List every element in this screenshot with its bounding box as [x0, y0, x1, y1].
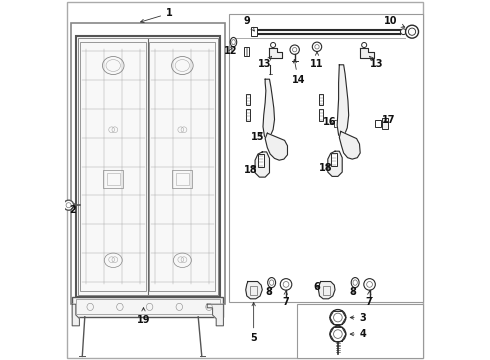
- Circle shape: [64, 200, 74, 210]
- Ellipse shape: [268, 278, 275, 288]
- Bar: [245, 47, 248, 56]
- Bar: [107, 173, 120, 185]
- Circle shape: [364, 279, 375, 290]
- Text: 13: 13: [258, 56, 271, 69]
- Text: 2: 2: [70, 204, 76, 215]
- Text: 7: 7: [366, 291, 372, 307]
- Text: 8: 8: [349, 287, 356, 297]
- Bar: [323, 286, 330, 295]
- Bar: [319, 109, 323, 121]
- Ellipse shape: [351, 278, 359, 288]
- Polygon shape: [269, 48, 282, 58]
- Polygon shape: [207, 304, 223, 326]
- Circle shape: [312, 42, 321, 51]
- Bar: [251, 27, 257, 36]
- Text: 16: 16: [322, 117, 336, 127]
- Polygon shape: [360, 48, 374, 58]
- Text: 4: 4: [350, 329, 367, 339]
- Bar: [245, 109, 250, 121]
- Circle shape: [270, 42, 275, 48]
- Circle shape: [330, 326, 346, 342]
- Bar: [176, 173, 189, 185]
- Polygon shape: [263, 79, 274, 140]
- Bar: [172, 170, 193, 188]
- Bar: [76, 299, 220, 314]
- Text: 11: 11: [310, 52, 324, 69]
- Text: 1: 1: [141, 8, 173, 23]
- Polygon shape: [339, 131, 360, 159]
- Polygon shape: [328, 151, 342, 176]
- Polygon shape: [318, 282, 335, 299]
- Circle shape: [280, 279, 292, 290]
- Bar: [297, 304, 423, 358]
- Text: 5: 5: [250, 302, 257, 343]
- Text: 17: 17: [382, 114, 395, 125]
- Bar: [103, 170, 123, 188]
- Ellipse shape: [230, 37, 237, 47]
- Polygon shape: [255, 152, 270, 177]
- Circle shape: [362, 42, 367, 48]
- Polygon shape: [337, 65, 349, 139]
- Bar: [245, 94, 250, 105]
- Bar: [331, 153, 337, 166]
- Polygon shape: [72, 304, 79, 326]
- Text: 3: 3: [350, 312, 367, 323]
- Text: 13: 13: [369, 56, 383, 69]
- Bar: [250, 286, 257, 295]
- Bar: [72, 297, 223, 317]
- Text: 6: 6: [313, 282, 319, 292]
- Text: 10: 10: [384, 15, 405, 27]
- Text: 19: 19: [137, 308, 150, 325]
- Text: 8: 8: [266, 287, 272, 297]
- Text: 14: 14: [292, 59, 305, 85]
- Bar: [72, 23, 225, 304]
- Bar: [76, 36, 220, 297]
- Circle shape: [330, 310, 346, 325]
- Bar: [382, 118, 388, 129]
- Bar: [78, 38, 218, 295]
- Bar: [149, 42, 216, 291]
- Circle shape: [406, 25, 418, 38]
- Text: 9: 9: [244, 15, 254, 31]
- Bar: [245, 48, 247, 55]
- Text: 18: 18: [319, 163, 332, 173]
- Circle shape: [400, 29, 406, 35]
- Text: 7: 7: [282, 291, 289, 307]
- Text: 18: 18: [244, 165, 258, 175]
- Bar: [319, 94, 323, 105]
- Bar: [258, 154, 264, 167]
- Polygon shape: [265, 133, 288, 160]
- Text: 15: 15: [251, 132, 264, 142]
- Bar: [229, 14, 423, 302]
- Bar: [375, 120, 381, 127]
- Polygon shape: [245, 282, 262, 299]
- Bar: [334, 120, 340, 127]
- Text: 12: 12: [224, 46, 237, 56]
- Circle shape: [290, 45, 299, 54]
- Bar: [80, 42, 147, 291]
